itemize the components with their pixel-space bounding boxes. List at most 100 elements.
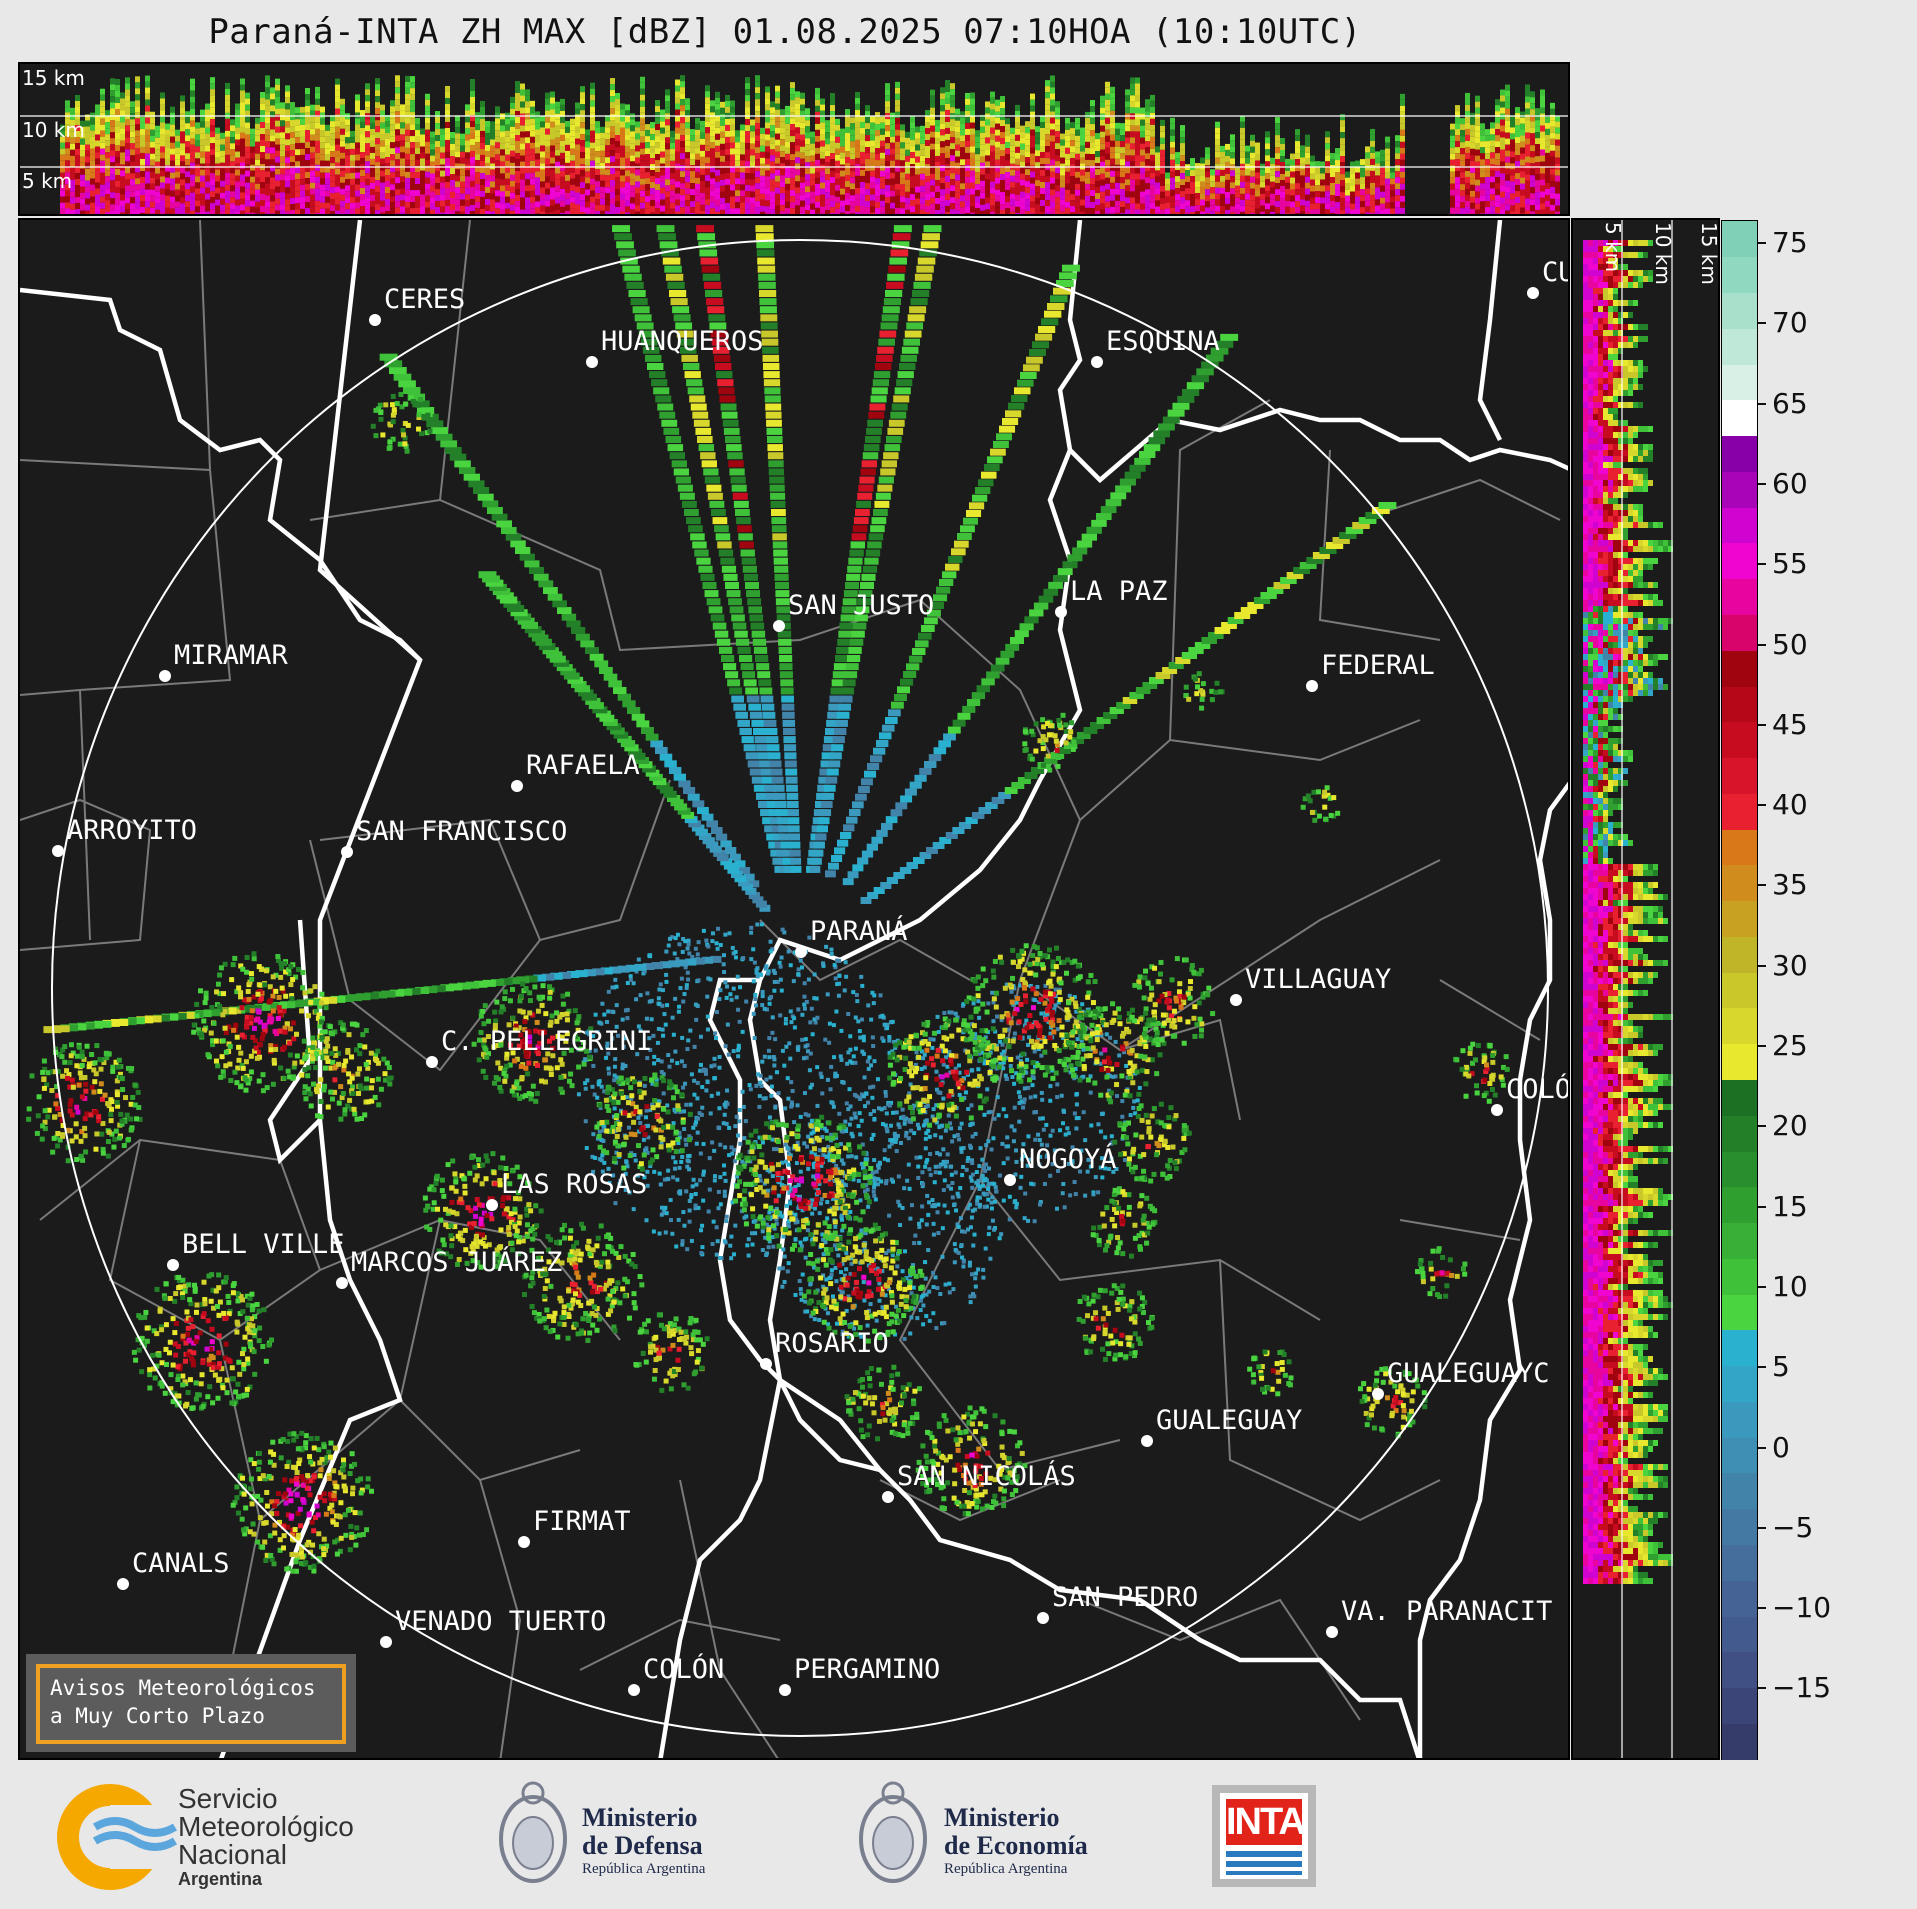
colorbar-tick-label: 25 xyxy=(1772,1029,1808,1062)
colorbar-segment xyxy=(1722,829,1757,866)
east-west-cross-section: 5 km 10 km 15 km xyxy=(1571,218,1720,1760)
colorbar-tick-label: −5 xyxy=(1772,1510,1814,1544)
range-ring xyxy=(51,239,1549,1737)
colorbar-segment xyxy=(1722,1079,1757,1116)
colorbar-tick-label: −15 xyxy=(1772,1671,1832,1705)
colorbar-segment xyxy=(1722,721,1757,759)
colorbar-segment xyxy=(1722,1365,1757,1402)
colorbar-tick-mark xyxy=(1758,1526,1766,1529)
colorbar-tick-label: 0 xyxy=(1772,1430,1790,1464)
colorbar-segment xyxy=(1722,972,1757,1009)
colorbar-segment xyxy=(1722,1401,1757,1438)
city-label: VILLAGUAY xyxy=(1245,964,1392,995)
colorbar-segment xyxy=(1722,1437,1757,1474)
colorbar-tick-mark xyxy=(1758,1205,1766,1208)
height-label-5km: 5 km xyxy=(22,169,73,193)
colorbar-tick-mark xyxy=(1758,1446,1766,1449)
notice-box-background: Avisos Meteorológicos a Muy Corto Plazo xyxy=(26,1654,356,1752)
notice-line-1: Avisos Meteorológicos xyxy=(50,1676,316,1700)
city-label: SAN FRANCISCO xyxy=(356,816,568,847)
city-label: ROSARIO xyxy=(775,1328,889,1359)
city-label: ESQUINA xyxy=(1106,326,1220,357)
colorbar-segment xyxy=(1722,685,1757,723)
colorbar-segment xyxy=(1722,471,1757,508)
colorbar-tick-mark xyxy=(1758,322,1766,325)
colorbar-segment xyxy=(1722,1472,1757,1510)
city-markers xyxy=(52,287,1539,1696)
city-label: NOGOYÁ xyxy=(1019,1144,1117,1175)
city-label: GUALEGUAY xyxy=(1156,1405,1303,1436)
colorbar-segment xyxy=(1722,1723,1757,1760)
height-label-15km: 15 km xyxy=(22,66,85,90)
colorbar-segment xyxy=(1722,936,1757,973)
city-label: SAN JUSTO xyxy=(788,590,935,621)
colorbar-tick-label: 10 xyxy=(1772,1269,1808,1303)
colorbar-tick-label: 40 xyxy=(1772,788,1808,822)
colorbar-tick-mark xyxy=(1758,964,1766,967)
notice-box[interactable]: Avisos Meteorológicos a Muy Corto Plazo xyxy=(36,1664,346,1744)
side-height-label-15km: 15 km xyxy=(1697,222,1720,285)
colorbar-tick-mark xyxy=(1758,884,1766,887)
colorbar-tick-label: 75 xyxy=(1772,226,1808,259)
colorbar-tick-label: 55 xyxy=(1772,547,1808,581)
colorbar-tick-mark xyxy=(1758,242,1766,244)
city-label: FEDERAL xyxy=(1321,650,1435,681)
colorbar-tick-mark xyxy=(1758,1607,1766,1610)
colorbar-tick-label: 45 xyxy=(1772,707,1808,741)
colorbar-segment xyxy=(1722,864,1757,902)
colorbar-segment xyxy=(1722,1007,1757,1045)
colorbar-tick-label: 20 xyxy=(1772,1109,1808,1143)
city-label: SAN NICOLÁS xyxy=(897,1461,1076,1492)
colorbar-segment xyxy=(1722,1544,1757,1581)
side-echo-field xyxy=(1583,240,1673,1584)
colorbar-tick-label: 60 xyxy=(1772,466,1808,500)
colorbar-tick-mark xyxy=(1758,723,1766,726)
city-label: VENADO TUERTO xyxy=(395,1606,607,1637)
side-height-label-10km: 10 km xyxy=(1651,222,1675,285)
reflectivity-echoes xyxy=(26,225,1510,1574)
city-label: HUANQUEROS xyxy=(601,326,764,357)
defensa-seal-icon xyxy=(499,1781,567,1883)
colorbar-segment xyxy=(1722,1294,1757,1331)
city-label: C. PELLEGRINI xyxy=(441,1026,653,1057)
colorbar-segment xyxy=(1722,1615,1757,1653)
colorbar-segment xyxy=(1722,793,1757,830)
colorbar-segment xyxy=(1722,542,1757,580)
city-label: CERES xyxy=(384,284,466,315)
north-south-cross-section: 15 km 10 km 5 km xyxy=(18,62,1570,216)
inta-logo-text: INTA xyxy=(1226,1801,1306,1843)
colorbar-segment xyxy=(1722,1115,1757,1152)
colorbar-segment xyxy=(1722,435,1757,472)
city-labels: CERES HUANQUEROS ESQUINA CU SAN JUSTO LA… xyxy=(20,220,1568,1758)
colorbar-tick-mark xyxy=(1758,643,1766,646)
colorbar-tick-label: 70 xyxy=(1772,306,1808,340)
city-label: PERGAMINO xyxy=(794,1654,941,1685)
radar-map[interactable]: CERES HUANQUEROS ESQUINA CU SAN JUSTO LA… xyxy=(18,218,1570,1760)
inta-logo-icon xyxy=(1212,1785,1316,1887)
city-label: CANALS xyxy=(132,1548,230,1579)
colorbar-segment xyxy=(1722,1222,1757,1259)
colorbar-tick-mark xyxy=(1758,563,1766,566)
colorbar-segment xyxy=(1722,399,1757,437)
map-title: Paraná-INTA ZH MAX [dBZ] 01.08.2025 07:1… xyxy=(208,12,1362,52)
colorbar-tick-label: 50 xyxy=(1772,627,1808,661)
notice-line-2: a Muy Corto Plazo xyxy=(50,1704,265,1728)
colorbar-segment xyxy=(1722,328,1757,365)
colorbar-tick-mark xyxy=(1758,804,1766,807)
colorbar-segment xyxy=(1722,256,1757,294)
colorbar-tick-mark xyxy=(1758,1125,1766,1128)
colorbar-tick-label: 30 xyxy=(1772,948,1808,982)
colorbar-segment xyxy=(1722,1651,1757,1689)
city-label: LAS ROSAS xyxy=(501,1169,648,1200)
colorbar-segment xyxy=(1722,507,1757,544)
colorbar-tick-label: 15 xyxy=(1772,1189,1808,1223)
smn-line-3: Nacional xyxy=(178,1839,287,1870)
cross-section-side-svg xyxy=(1583,220,1673,1758)
city-label: FIRMAT xyxy=(533,1506,631,1537)
city-label: MARCOS JUÁREZ xyxy=(351,1247,563,1278)
colorbar-segment xyxy=(1722,614,1757,651)
economia-line-1: Ministerio xyxy=(944,1803,1060,1832)
defensa-line-3: República Argentina xyxy=(582,1861,706,1877)
colorbar-segment xyxy=(1722,900,1757,937)
economia-seal-icon xyxy=(859,1781,927,1883)
